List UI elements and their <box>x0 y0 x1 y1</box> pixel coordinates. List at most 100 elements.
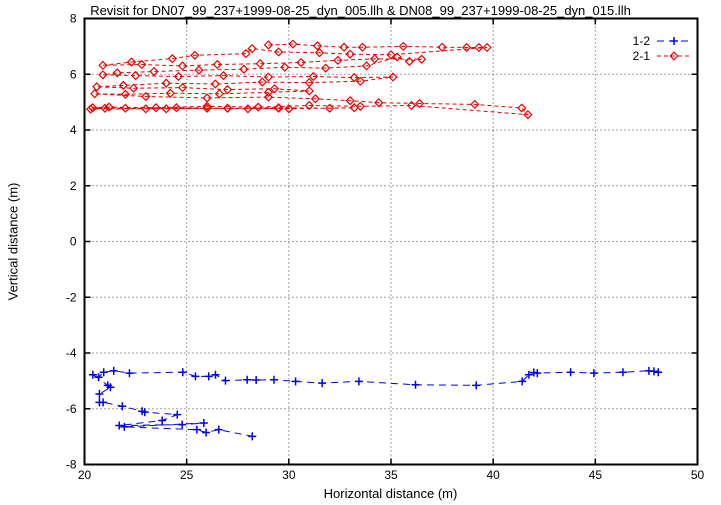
ytick-label-6: 6 <box>70 67 77 81</box>
diamond-marker-icon <box>177 82 188 93</box>
plus-marker-icon <box>644 366 653 375</box>
ytick-label--4: -4 <box>66 346 77 360</box>
plus-marker-icon <box>211 370 220 379</box>
diamond-marker-icon <box>222 84 233 95</box>
diamond-marker-icon <box>210 79 220 89</box>
plus-marker-icon <box>202 428 211 437</box>
diamond-marker-icon <box>482 42 492 53</box>
plus-marker-icon <box>88 370 97 379</box>
plus-marker-icon <box>204 372 213 381</box>
plus-marker-icon <box>173 410 182 419</box>
diamond-marker-icon <box>325 103 335 113</box>
diamond-marker-icon <box>355 76 365 86</box>
diamond-marker-icon <box>388 72 398 82</box>
plus-marker-icon <box>158 416 167 425</box>
diamond-marker-icon <box>137 59 147 70</box>
diamond-marker-icon <box>130 70 141 81</box>
diamond-marker-icon <box>308 71 319 82</box>
diamond-marker-icon <box>202 103 212 113</box>
legend-label-2-1: 2-1 <box>633 49 651 63</box>
diamond-marker-icon <box>406 100 417 111</box>
diamond-marker-icon <box>312 41 323 51</box>
diamond-marker-icon <box>404 56 415 67</box>
diamond-marker-icon <box>345 49 355 59</box>
series-1-2-markers <box>88 366 663 441</box>
diamond-marker-icon <box>173 71 184 82</box>
diamond-marker-icon <box>128 83 139 93</box>
plus-marker-icon <box>192 425 201 434</box>
diamond-marker-icon <box>273 47 284 57</box>
diamond-marker-icon <box>523 110 533 120</box>
plus-marker-icon <box>140 408 149 417</box>
diamond-marker-icon <box>92 82 102 92</box>
xtick-label-30: 30 <box>282 468 296 482</box>
diamond-marker-icon <box>263 87 274 98</box>
legend: 1-22-1 <box>633 34 691 63</box>
diamond-marker-icon <box>333 55 343 65</box>
ytick-label-8: 8 <box>70 12 77 26</box>
diamond-marker-icon <box>370 54 380 64</box>
plus-marker-icon <box>354 377 363 386</box>
plus-marker-icon <box>178 420 187 429</box>
diamond-marker-icon <box>310 94 321 104</box>
diamond-marker-icon <box>470 99 480 110</box>
legend-marker-2-1 <box>669 51 679 61</box>
diamond-marker-icon <box>253 102 263 112</box>
diamond-marker-icon <box>304 100 314 111</box>
tick-marks <box>83 17 699 466</box>
plus-marker-icon <box>518 377 527 386</box>
plus-marker-icon <box>654 368 663 377</box>
x-axis-label: Horizontal distance (m) <box>323 486 458 501</box>
plus-marker-icon <box>99 398 108 407</box>
plus-marker-icon <box>125 369 134 378</box>
xtick-label-25: 25 <box>180 468 194 482</box>
ytick-label--6: -6 <box>66 402 77 416</box>
diamond-marker-icon <box>304 86 314 96</box>
plus-marker-icon <box>248 432 257 441</box>
diamond-marker-icon <box>222 103 233 113</box>
diamond-marker-icon <box>243 104 253 114</box>
diamond-marker-icon <box>461 42 472 53</box>
diamond-marker-icon <box>257 77 267 87</box>
tick-labels: 20 25 30 35 40 45 50 -8 -6 -4 -2 0 2 4 6 8 <box>66 12 705 483</box>
diamond-marker-icon <box>90 89 100 99</box>
plus-marker-icon <box>115 421 124 430</box>
diamond-marker-icon <box>357 42 368 52</box>
diamond-marker-icon <box>100 103 110 113</box>
diamond-marker-icon <box>218 70 229 81</box>
diamond-marker-icon <box>355 101 365 111</box>
diamond-marker-icon <box>190 50 200 60</box>
diamond-marker-icon <box>239 64 249 74</box>
diamond-marker-icon <box>414 98 425 109</box>
plus-marker-icon <box>191 372 200 381</box>
plus-marker-icon <box>472 381 481 390</box>
plus-marker-icon <box>524 370 533 379</box>
plus-marker-icon <box>199 418 208 427</box>
diamond-marker-icon <box>273 103 284 113</box>
diamond-marker-icon <box>517 103 527 113</box>
diamond-marker-icon <box>247 43 257 54</box>
plus-marker-icon <box>214 425 223 434</box>
plus-marker-icon <box>109 366 118 375</box>
xtick-label-45: 45 <box>589 468 603 482</box>
diamond-marker-icon <box>288 39 298 49</box>
ytick-label-0: 0 <box>70 235 77 249</box>
diamond-marker-icon <box>349 103 359 113</box>
diamond-marker-icon <box>112 68 122 78</box>
diamond-marker-icon <box>161 104 171 114</box>
series-2-1-line <box>90 43 530 116</box>
series-1-2-line <box>92 370 659 437</box>
diamond-marker-icon <box>339 42 349 52</box>
diamond-marker-icon <box>320 63 331 73</box>
ytick-label--2: -2 <box>66 290 77 304</box>
plus-marker-icon <box>670 37 678 45</box>
diamond-marker-icon <box>167 53 178 64</box>
diamond-marker-icon <box>349 72 359 83</box>
xtick-label-35: 35 <box>384 468 398 482</box>
diamond-marker-icon <box>194 65 204 75</box>
diamond-marker-icon <box>165 88 175 98</box>
diamond-marker-icon <box>177 61 188 71</box>
diamond-marker-icon <box>149 66 159 77</box>
diamond-marker-icon <box>241 48 251 59</box>
